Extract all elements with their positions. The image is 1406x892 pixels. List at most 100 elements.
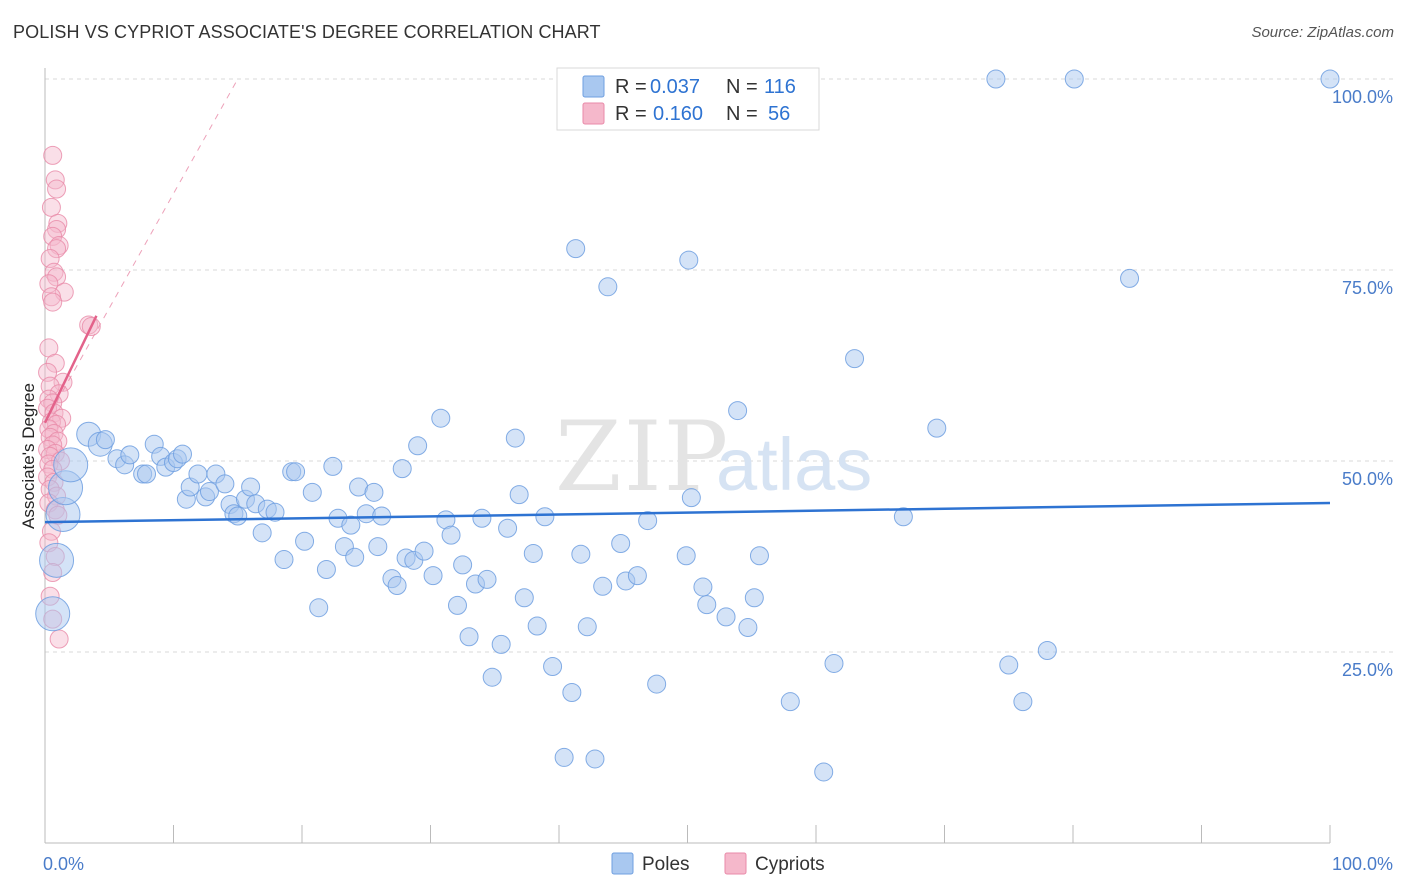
poles-point (647, 674, 667, 694)
poles-point (387, 576, 407, 596)
poles-point (585, 749, 605, 769)
poles-point (598, 277, 618, 297)
cypriots-point (48, 431, 68, 451)
legend-r-label-cypriots: R = (615, 103, 647, 125)
poles-point (498, 518, 518, 538)
poles-point (302, 482, 322, 502)
legend-r-value-cypriots: 0.160 (653, 103, 703, 125)
poles-point (986, 69, 1006, 89)
poles-point (309, 598, 329, 618)
poles-point (1120, 268, 1140, 288)
poles-point (414, 541, 434, 561)
poles-point (697, 595, 717, 615)
poles-point (562, 682, 582, 702)
poles-point (893, 507, 913, 527)
poles-point (824, 653, 844, 673)
series-poles-points (35, 69, 1340, 782)
poles-point (241, 477, 261, 497)
poles-point (252, 523, 272, 543)
poles-point (1037, 640, 1057, 660)
poles-point (441, 525, 461, 545)
y-tick-labels: 25.0% 50.0% 75.0% 100.0% (1332, 87, 1393, 680)
source-label: Source: ZipAtlas.com (1251, 24, 1394, 41)
cypriots-point (52, 408, 72, 428)
cypriots-point (47, 179, 67, 199)
poles-point (215, 474, 235, 494)
poles-point (523, 543, 543, 563)
poles-point (295, 531, 315, 551)
cypriots-point (43, 292, 63, 312)
poles-point (368, 537, 388, 557)
poles-point (228, 506, 248, 526)
poles-point (681, 488, 701, 508)
poles-point (554, 747, 574, 767)
poles-point (120, 445, 140, 465)
poles-point (341, 515, 361, 535)
poles-point (423, 566, 443, 586)
gridlines (45, 78, 1395, 653)
poles-point (172, 444, 192, 464)
poles-point (527, 616, 547, 636)
cypriots-point (41, 197, 61, 217)
bottom-legend-label-cypriots: Cypriots (755, 854, 825, 875)
cypriots-trend-line (43, 315, 98, 424)
poles-point (286, 462, 306, 482)
stats-legend: R = 0.037 N = 116 R = 0.160 N = 56 (556, 67, 820, 131)
poles-point (477, 569, 497, 589)
poles-point (535, 507, 555, 527)
poles-point (472, 508, 492, 528)
y-tick-label: 100.0% (1332, 87, 1393, 107)
x-tick-label: 100.0% (1332, 854, 1393, 874)
legend-n-value-cypriots: 56 (768, 103, 790, 125)
legend-n-label-cypriots: N = (726, 103, 758, 125)
cypriots-point (49, 629, 69, 649)
legend-swatch-cypriots (582, 102, 605, 125)
bottom-legend-swatch-poles (611, 852, 634, 875)
poles-point (1320, 69, 1340, 89)
poles-point (345, 547, 365, 567)
poles-point (316, 559, 336, 579)
poles-point (482, 667, 502, 687)
cypriots-point (47, 267, 67, 287)
watermark-zip: ZIP (555, 401, 730, 513)
chart-title: POLISH VS CYPRIOT ASSOCIATE'S DEGREE COR… (13, 22, 601, 42)
cypriots-point (49, 236, 69, 256)
poles-point (1064, 69, 1084, 89)
poles-point (364, 482, 384, 502)
cypriots-point (43, 145, 63, 165)
watermark-atlas: atlas (716, 423, 872, 506)
poles-point (188, 464, 208, 484)
poles-point (137, 464, 157, 484)
poles-point (693, 577, 713, 597)
poles-trend-line (44, 501, 1331, 524)
legend-n-value-poles: 116 (764, 76, 796, 98)
poles-point (53, 447, 89, 483)
poles-point (571, 544, 591, 564)
poles-point (566, 239, 586, 259)
poles-point (95, 430, 115, 450)
legend-swatch-poles (582, 75, 605, 98)
poles-point (814, 762, 834, 782)
bottom-legend-label-poles: Poles (642, 854, 690, 875)
poles-point (744, 588, 764, 608)
poles-point (1013, 692, 1033, 712)
cypriots-point (47, 239, 67, 259)
series-legend: Poles Cypriots (611, 852, 825, 875)
poles-point (323, 456, 343, 476)
poles-point (514, 588, 534, 608)
poles-point (39, 542, 75, 578)
poles-point (845, 349, 865, 369)
poles-point (408, 436, 428, 456)
poles-point (927, 418, 947, 438)
poles-point (676, 546, 696, 566)
poles-point (543, 657, 563, 677)
poles-point (593, 576, 613, 596)
cypriots-trend-extension (44, 78, 239, 424)
legend-r-value-poles: 0.037 (650, 76, 700, 98)
poles-point (274, 550, 294, 570)
trend-lines (43, 78, 1331, 524)
poles-point (392, 459, 412, 479)
legend-r-label-poles: R = (615, 76, 647, 98)
poles-point (447, 595, 467, 615)
